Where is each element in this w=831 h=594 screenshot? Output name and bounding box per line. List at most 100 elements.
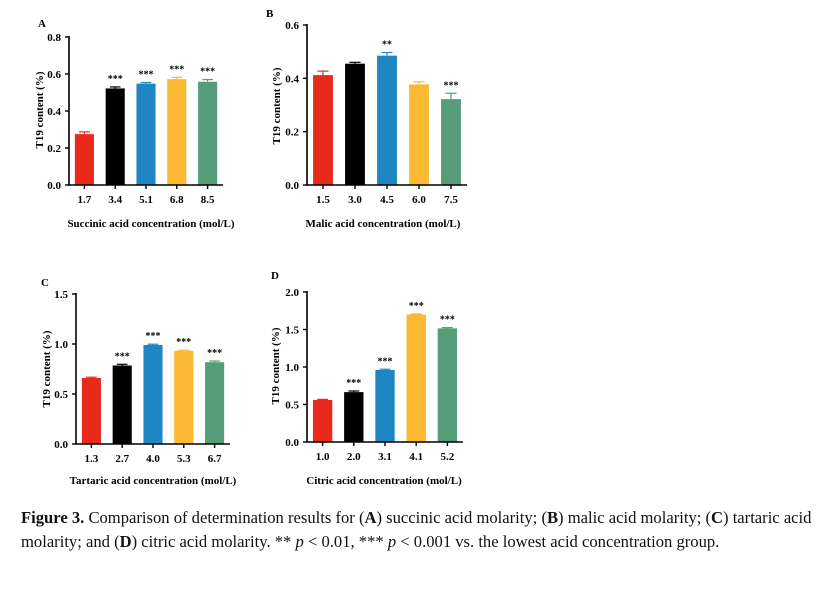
bar-3.4 <box>105 88 125 185</box>
caption-panel-b: B <box>546 508 559 527</box>
bar-4.0 <box>143 345 163 444</box>
y-tick-label: 0.0 <box>54 439 68 451</box>
caption-text: ) citric acid molarity. ** <box>131 532 296 551</box>
y-tick-label: 0.8 <box>47 32 61 44</box>
y-axis-title: T19 content (%) <box>41 330 53 407</box>
x-tick-label: 3.0 <box>348 194 362 206</box>
y-tick-label: 0.2 <box>285 127 299 139</box>
x-tick-label: 7.5 <box>444 194 458 206</box>
x-axis-title: Citric acid concentration (mol/L) <box>306 475 462 487</box>
y-tick-label: 0.0 <box>285 180 299 192</box>
caption-text: < 0.001 vs. the lowest acid concentratio… <box>396 532 720 551</box>
bar-6.7 <box>205 362 225 444</box>
y-tick-label: 0.6 <box>47 69 61 81</box>
y-tick-label: 1.0 <box>54 339 68 351</box>
x-tick-label: 6.8 <box>170 194 184 206</box>
x-tick-label: 2.0 <box>347 451 361 463</box>
bar-2.0 <box>344 392 364 442</box>
significance-label: *** <box>115 351 130 362</box>
significance-label: *** <box>378 356 393 367</box>
caption-p-symbol: p <box>387 532 397 551</box>
bar-6.0 <box>409 84 429 185</box>
bar-5.3 <box>174 350 194 444</box>
panel-c: C 0.0 0.5 1.0 1.5 1.3 *** 2.7 *** 4.0 *** 5.3 *** 6.7… <box>41 277 237 487</box>
y-tick-label: 1.5 <box>285 325 299 337</box>
x-tick-label: 2.7 <box>115 453 129 465</box>
panel-label-d: D <box>271 270 279 282</box>
bar-5.1 <box>136 83 156 185</box>
x-tick-label: 8.5 <box>201 194 215 206</box>
x-tick-label: 4.1 <box>409 451 423 463</box>
significance-label: *** <box>139 70 154 81</box>
x-tick-label: 6.0 <box>412 194 426 206</box>
caption-text: Comparison of determination results for … <box>84 508 365 527</box>
x-tick-label: 5.3 <box>177 453 191 465</box>
panel-label-c: C <box>41 277 49 289</box>
caption-panel-d: D <box>119 532 132 551</box>
caption-text: < 0.01, *** <box>303 532 388 551</box>
bar-1.7 <box>74 134 94 185</box>
significance-label: ** <box>382 39 392 50</box>
bar-3.1 <box>375 370 395 442</box>
bar-2.7 <box>112 365 132 444</box>
x-tick-label: 5.1 <box>139 194 153 206</box>
y-tick-label: 0.4 <box>285 73 299 85</box>
x-tick-label: 1.5 <box>316 194 330 206</box>
figure-caption: Figure 3. Comparison of determination re… <box>21 506 821 554</box>
significance-label: *** <box>409 301 424 312</box>
x-tick-label: 5.2 <box>441 451 455 463</box>
bar-7.5 <box>441 99 461 185</box>
significance-label: *** <box>146 331 161 342</box>
y-tick-label: 0.0 <box>47 180 61 192</box>
significance-label: *** <box>108 74 123 85</box>
caption-p-symbol: p <box>295 532 304 551</box>
x-tick-label: 6.7 <box>208 453 222 465</box>
significance-label: *** <box>440 315 455 326</box>
caption-panel-c: C <box>711 508 724 527</box>
caption-text: ) tartaric acid molarity; and ( <box>21 508 812 551</box>
x-axis-title: Malic acid concentration (mol/L) <box>306 218 461 230</box>
y-axis-title: T19 content (%) <box>34 71 46 148</box>
caption-text: ) succinic acid molarity; ( <box>376 508 547 527</box>
x-axis-title: Tartaric acid concentration (mol/L) <box>70 475 237 487</box>
y-tick-label: 1.5 <box>54 289 68 301</box>
x-axis-title: Succinic acid concentration (mol/L) <box>67 218 234 230</box>
y-tick-label: 0.6 <box>285 20 299 32</box>
y-axis-title: T19 content (%) <box>270 327 282 404</box>
significance-label: *** <box>176 337 191 348</box>
y-tick-label: 0.2 <box>47 143 61 155</box>
bar-1.0 <box>312 400 333 442</box>
y-tick-label: 0.0 <box>285 437 299 449</box>
y-tick-label: 0.5 <box>285 400 299 412</box>
caption-figure-label: Figure 3. <box>21 508 85 527</box>
significance-label: *** <box>346 378 361 389</box>
x-tick-label: 1.7 <box>78 194 92 206</box>
x-tick-label: 4.5 <box>380 194 394 206</box>
bar-5.2 <box>437 328 458 442</box>
x-tick-label: 4.0 <box>146 453 160 465</box>
x-tick-label: 1.3 <box>85 453 99 465</box>
y-tick-label: 1.0 <box>285 362 299 374</box>
y-tick-label: 2.0 <box>285 287 299 299</box>
significance-label: *** <box>444 80 459 91</box>
y-tick-label: 0.5 <box>54 389 68 401</box>
significance-label: *** <box>169 64 184 75</box>
x-tick-label: 3.1 <box>378 451 392 463</box>
panel-d: D 0.0 0.5 1.0 1.5 2.0 1.0 *** 2.0 *** 3.1 *** 4.1 ***… <box>270 270 463 487</box>
caption-text: ) malic acid molarity; ( <box>558 508 712 527</box>
caption-panel-a: A <box>364 508 377 527</box>
bar-1.5 <box>313 75 333 185</box>
bar-8.5 <box>198 81 218 185</box>
significance-label: *** <box>200 67 215 78</box>
bar-4.1 <box>406 314 426 442</box>
panel-b: B 0.0 0.2 0.4 0.6 1.5 3.0 ** 4.5 6.0 *** 7.5 Malic a… <box>266 8 467 230</box>
panel-label-a: A <box>38 18 46 30</box>
panel-label-b: B <box>266 8 274 20</box>
bar-6.8 <box>167 79 187 185</box>
x-tick-label: 1.0 <box>316 451 330 463</box>
bar-1.3 <box>81 378 101 444</box>
y-axis-title: T19 content (%) <box>271 67 283 144</box>
bar-4.5 <box>377 55 397 185</box>
bar-3.0 <box>345 63 365 185</box>
